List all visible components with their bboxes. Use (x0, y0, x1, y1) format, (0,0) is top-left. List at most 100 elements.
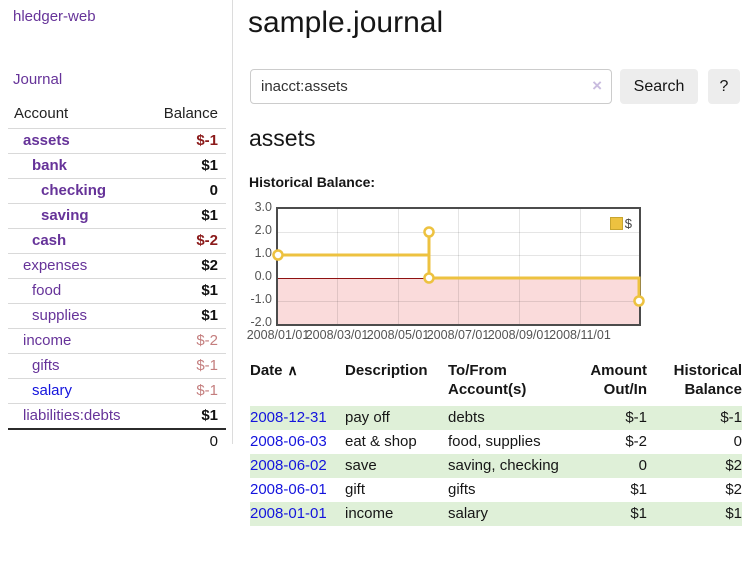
accounts-table: Account Balance assets $-1 bank $1 check… (8, 101, 226, 454)
historical-balance-chart: 3.0 2.0 1.0 0.0 -1.0 -2.0 $ 2008/01/01 2… (246, 200, 690, 347)
account-balance: $-1 (196, 132, 218, 149)
transaction-date-link[interactable]: 2008-06-01 (250, 481, 327, 498)
help-button[interactable]: ? (708, 69, 740, 104)
account-row: checking 0 (8, 178, 226, 204)
series-swatch-icon (609, 217, 623, 230)
accounts-total-row: 0 (8, 429, 226, 454)
transaction-date-link[interactable]: 2008-06-03 (250, 433, 327, 450)
account-link-supplies[interactable]: supplies (32, 307, 88, 324)
x-tick: 2008/09/01 (487, 328, 551, 342)
sidebar: hledger-web Journal Account Balance asse… (0, 0, 233, 450)
transaction-description: pay off (345, 409, 390, 426)
transaction-row: 2008-12-31 pay off debts $-1 $-1 (250, 406, 742, 430)
account-balance: $-1 (196, 382, 218, 399)
account-row: food $1 (8, 278, 226, 304)
tofrom-column-header: To/From Account(s) (448, 362, 527, 398)
negative-region (278, 278, 639, 324)
transaction-date-link[interactable]: 2008-12-31 (250, 409, 327, 426)
account-balance: $-2 (196, 232, 218, 249)
balance-column-header: Historical Balance (673, 362, 742, 398)
transaction-description: eat & shop (345, 433, 417, 450)
search-input[interactable] (250, 69, 612, 104)
account-balance: $2 (201, 257, 218, 274)
transactions-header-row: Date ∧ Description To/From Account(s) Amo… (250, 361, 742, 406)
account-link-food[interactable]: food (32, 282, 62, 299)
account-link-gifts[interactable]: gifts (32, 357, 60, 374)
account-balance: 0 (209, 182, 218, 199)
account-link-liabilities-debts[interactable]: liabilities:debts (23, 407, 121, 424)
account-link-bank[interactable]: bank (32, 157, 68, 174)
clear-search-icon[interactable]: × (592, 76, 602, 95)
account-balance: $1 (201, 307, 218, 324)
description-column-header: Description (345, 362, 428, 379)
account-row: assets $-1 (8, 128, 226, 154)
account-link-cash[interactable]: cash (32, 232, 67, 249)
x-tick: 2008/05/01 (366, 328, 430, 342)
account-row: supplies $1 (8, 303, 226, 329)
transaction-balance: $2 (725, 457, 742, 474)
transaction-accounts: salary (448, 505, 489, 522)
amount-column-header: Amount Out/In (590, 362, 647, 398)
y-tick: -2.0 (250, 315, 272, 329)
transaction-accounts: gifts (448, 481, 476, 498)
transaction-accounts: debts (448, 409, 485, 426)
transaction-description: income (345, 505, 394, 522)
sidebar-item-journal[interactable]: Journal (13, 71, 63, 88)
account-link-assets[interactable]: assets (23, 132, 70, 149)
account-link-expenses[interactable]: expenses (23, 257, 88, 274)
account-balance: $1 (201, 407, 218, 424)
x-tick: 2008/01/01 (246, 328, 310, 342)
account-heading: assets (249, 125, 316, 151)
transaction-row: 2008-06-03 eat & shop food, supplies $-2… (250, 430, 742, 454)
y-tick: 3.0 (254, 200, 272, 214)
series-label: $ (624, 216, 632, 231)
transaction-accounts: saving, checking (448, 457, 559, 474)
y-tick: 2.0 (254, 223, 272, 237)
account-link-income[interactable]: income (23, 332, 72, 349)
transactions-table: Date ∧ Description To/From Account(s) Amo… (250, 361, 742, 526)
x-tick: 2008/03/01 (305, 328, 369, 342)
transaction-amount: 0 (638, 457, 647, 474)
transaction-description: save (345, 457, 377, 474)
transaction-balance: $1 (725, 505, 742, 522)
y-tick: 1.0 (254, 246, 272, 260)
date-column-header[interactable]: Date ∧ (250, 362, 298, 379)
transaction-amount: $1 (630, 481, 647, 498)
account-row: gifts $-1 (8, 353, 226, 379)
transaction-date-link[interactable]: 2008-01-01 (250, 505, 327, 522)
account-row: cash $-2 (8, 228, 226, 254)
account-row: bank $1 (8, 153, 226, 179)
account-row: income $-2 (8, 328, 226, 354)
account-row: liabilities:debts $1 (8, 403, 226, 430)
transaction-row: 2008-06-02 save saving, checking 0 $2 (250, 454, 742, 478)
account-link-saving[interactable]: saving (41, 207, 89, 224)
search-bar: × Search ? (250, 69, 742, 105)
accounts-total-balance: 0 (209, 433, 218, 450)
y-tick: -1.0 (250, 292, 272, 306)
account-link-checking[interactable]: checking (41, 182, 107, 199)
account-row: saving $1 (8, 203, 226, 229)
account-column-header: Account (14, 105, 69, 122)
account-balance: $-1 (196, 357, 218, 374)
balance-step-line (272, 226, 645, 307)
chart-legend: $ (607, 215, 634, 232)
transaction-date-link[interactable]: 2008-06-02 (250, 457, 327, 474)
account-link-salary[interactable]: salary (32, 382, 73, 399)
x-tick: 2008/11/01 (549, 328, 611, 342)
page-title: sample.journal (248, 6, 444, 39)
transaction-balance: 0 (733, 433, 742, 450)
account-balance: $1 (201, 207, 218, 224)
search-button[interactable]: Search (620, 69, 698, 104)
transaction-amount: $1 (630, 505, 647, 522)
account-balance: $1 (201, 282, 218, 299)
balance-column-header: Balance (163, 105, 218, 122)
transaction-row: 2008-06-01 gift gifts $1 $2 (250, 478, 742, 502)
account-balance: $1 (201, 157, 218, 174)
account-row: salary $-1 (8, 378, 226, 404)
chart-title: Historical Balance: (249, 174, 376, 190)
account-balance: $-2 (196, 332, 218, 349)
transaction-balance: $2 (725, 481, 742, 498)
account-row: expenses $2 (8, 253, 226, 279)
transaction-accounts: food, supplies (448, 433, 541, 450)
app-brand-link[interactable]: hledger-web (13, 8, 96, 25)
